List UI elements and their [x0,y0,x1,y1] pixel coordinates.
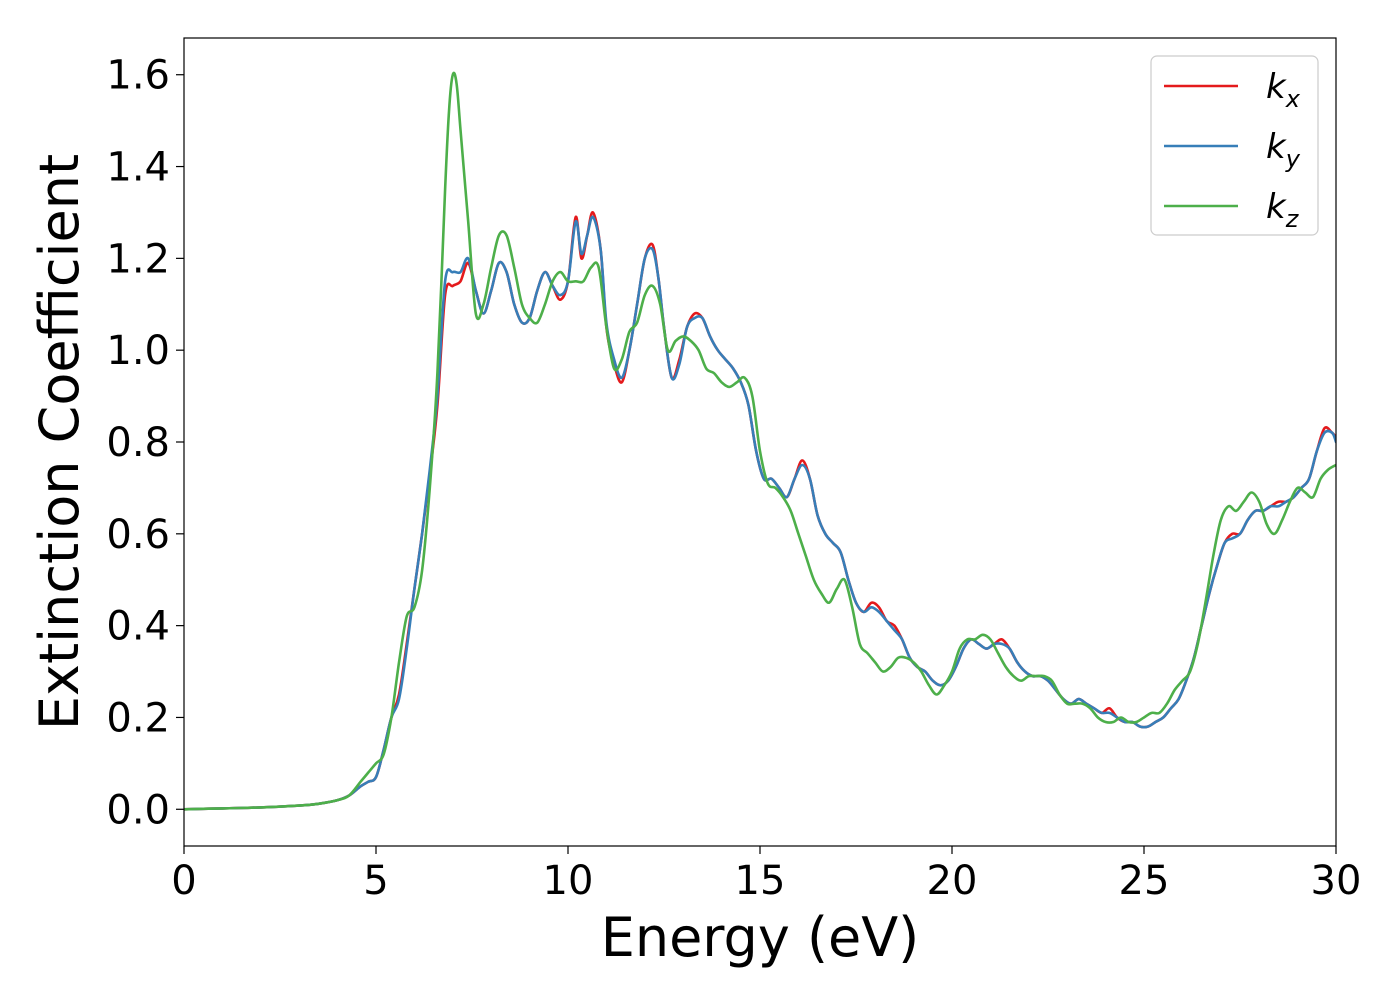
y-axis: 0.0 0.2 0.4 0.6 0.8 1.0 1.2 1.4 1.6 [106,53,184,833]
y-tick-label: 0.4 [106,604,170,650]
legend: kx ky kz [1150,55,1319,236]
y-tick-label: 1.6 [106,53,170,99]
x-tick-label: 15 [735,858,786,904]
y-tick-label: 1.4 [106,145,170,191]
x-tick-label: 25 [1119,858,1170,904]
x-axis-title: Energy (eV) [601,906,920,969]
series-line-z [184,71,1336,811]
series-line-y [184,215,1336,811]
x-tick-label: 5 [363,858,388,904]
x-tick-label: 30 [1311,858,1362,904]
x-tick-label: 10 [543,858,594,904]
legend-label-z: kz [1266,187,1300,233]
y-tick-label: 1.0 [106,328,170,374]
y-tick-label: 0.2 [106,695,170,741]
series-layer [184,71,1336,811]
x-tick-label: 20 [927,858,978,904]
legend-label-x: kx [1266,67,1301,113]
y-axis-title: Extinction Coefficient [28,154,91,730]
x-axis: 0 5 10 15 20 25 30 [171,846,1361,904]
legend-label-y: ky [1266,127,1301,173]
y-tick-label: 1.2 [106,236,170,282]
y-tick-label: 0.8 [106,420,170,466]
y-tick-label: 0.0 [106,787,170,833]
x-tick-label: 0 [171,858,196,904]
y-tick-label: 0.6 [106,512,170,558]
